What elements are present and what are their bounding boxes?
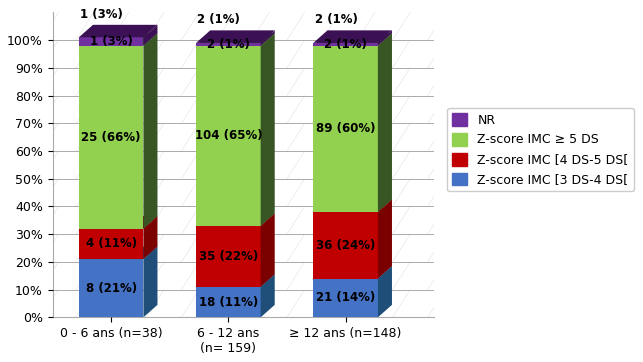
Polygon shape	[196, 274, 275, 287]
Polygon shape	[196, 30, 275, 43]
Polygon shape	[260, 213, 275, 287]
FancyBboxPatch shape	[79, 229, 143, 259]
Polygon shape	[196, 33, 275, 46]
Legend: NR, Z-score IMC ≥ 5 DS, Z-score IMC [4 DS-5 DS[, Z-score IMC [3 DS-4 DS[: NR, Z-score IMC ≥ 5 DS, Z-score IMC [4 D…	[448, 108, 634, 191]
Text: 1 (3%): 1 (3%)	[90, 35, 132, 48]
Text: 1 (3%): 1 (3%)	[80, 8, 123, 21]
Text: 35 (22%): 35 (22%)	[199, 250, 258, 263]
Text: 2 (1%): 2 (1%)	[324, 38, 367, 51]
Polygon shape	[260, 274, 275, 317]
Polygon shape	[143, 247, 158, 317]
Text: 25 (66%): 25 (66%)	[82, 131, 141, 144]
FancyBboxPatch shape	[196, 46, 260, 226]
Polygon shape	[313, 30, 392, 43]
Polygon shape	[313, 199, 392, 212]
Text: 104 (65%): 104 (65%)	[195, 129, 262, 142]
Polygon shape	[260, 30, 275, 46]
Text: 8 (21%): 8 (21%)	[86, 282, 137, 295]
FancyBboxPatch shape	[313, 43, 378, 46]
Text: 21 (14%): 21 (14%)	[316, 291, 376, 304]
FancyBboxPatch shape	[79, 37, 143, 46]
Polygon shape	[143, 216, 158, 259]
Polygon shape	[143, 33, 158, 229]
Polygon shape	[79, 33, 158, 46]
Polygon shape	[313, 33, 392, 46]
Polygon shape	[79, 247, 158, 259]
Text: 2 (1%): 2 (1%)	[197, 13, 240, 26]
Polygon shape	[143, 25, 158, 46]
Polygon shape	[313, 266, 392, 278]
Text: 4 (11%): 4 (11%)	[86, 237, 137, 251]
Polygon shape	[378, 30, 392, 46]
FancyBboxPatch shape	[313, 46, 378, 212]
FancyBboxPatch shape	[313, 278, 378, 317]
FancyBboxPatch shape	[196, 226, 260, 287]
Polygon shape	[378, 266, 392, 317]
Polygon shape	[79, 25, 158, 37]
Polygon shape	[260, 33, 275, 226]
FancyBboxPatch shape	[313, 212, 378, 278]
Polygon shape	[79, 216, 158, 229]
Text: 2 (1%): 2 (1%)	[207, 38, 250, 51]
FancyBboxPatch shape	[196, 43, 260, 46]
Text: 18 (11%): 18 (11%)	[199, 296, 258, 308]
Text: 89 (60%): 89 (60%)	[316, 122, 376, 135]
FancyBboxPatch shape	[79, 259, 143, 317]
FancyBboxPatch shape	[79, 46, 143, 229]
Text: 2 (1%): 2 (1%)	[314, 13, 358, 26]
Polygon shape	[378, 199, 392, 278]
Text: 36 (24%): 36 (24%)	[316, 239, 376, 252]
FancyBboxPatch shape	[196, 287, 260, 317]
Polygon shape	[378, 33, 392, 212]
Polygon shape	[196, 213, 275, 226]
